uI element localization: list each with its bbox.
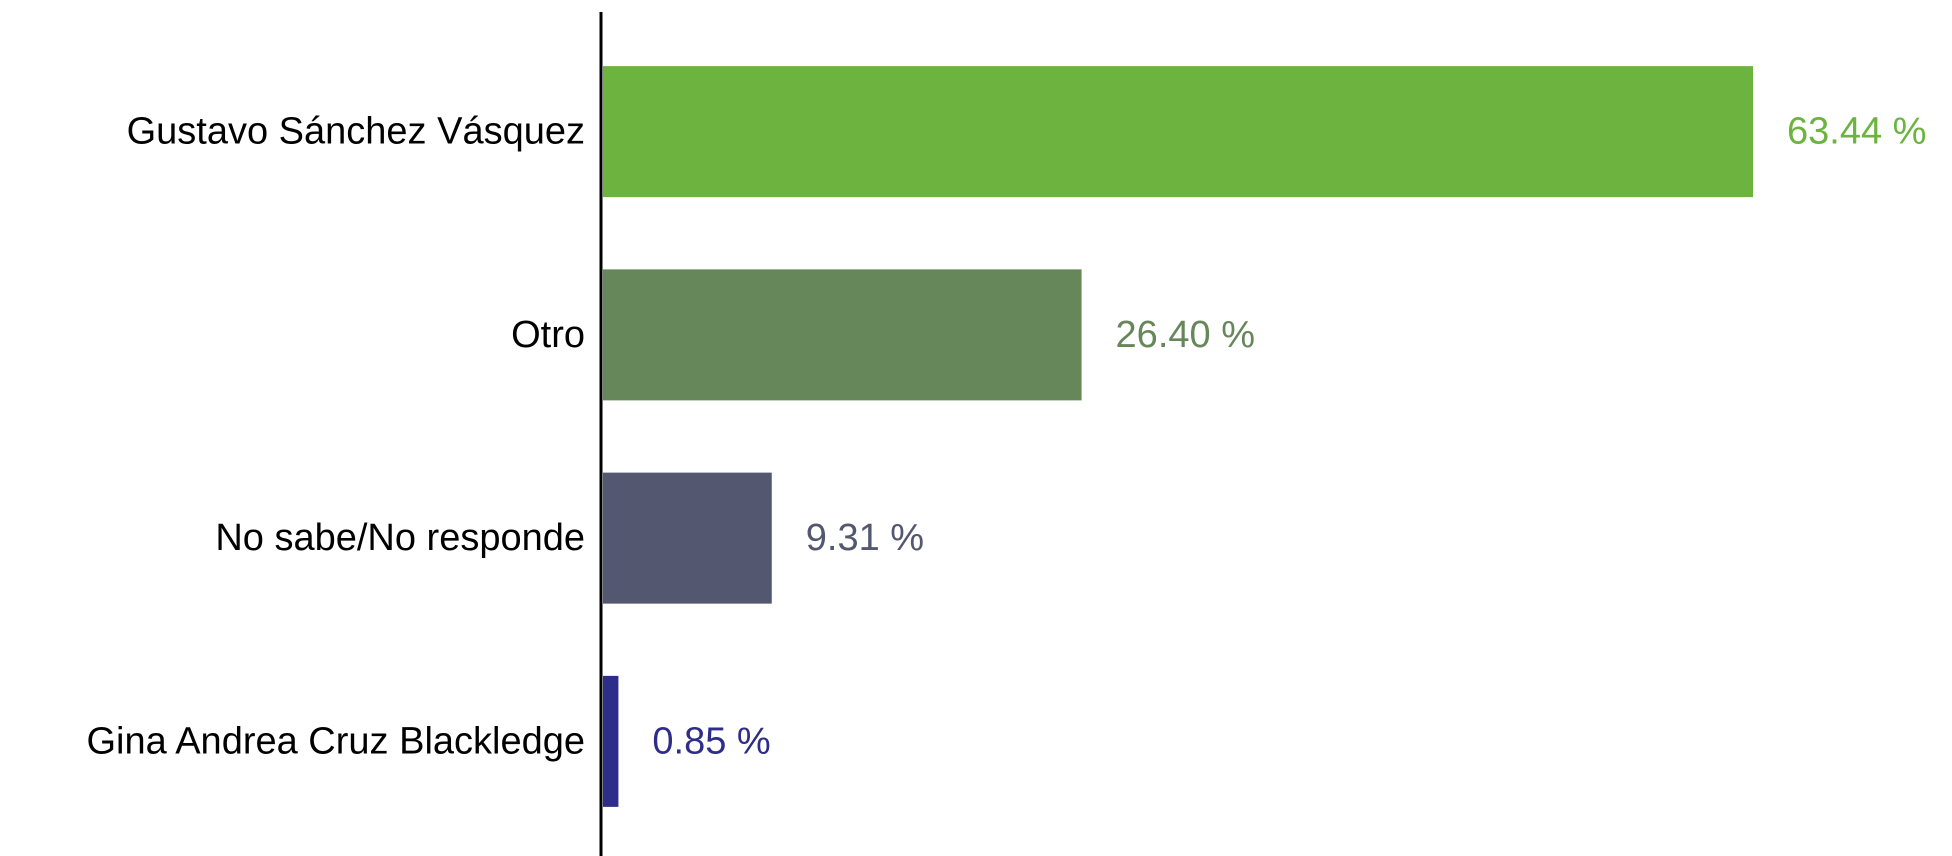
value-label: 63.44 %: [1787, 111, 1926, 153]
bar: [603, 472, 772, 604]
bar: [603, 675, 619, 807]
bar: [603, 66, 1753, 198]
bar: [603, 269, 1082, 401]
value-label: 0.85 %: [652, 720, 770, 762]
value-label: 26.40 %: [1116, 314, 1255, 356]
category-label: No sabe/No responde: [215, 517, 585, 559]
value-label: 9.31 %: [806, 517, 924, 559]
category-label: Otro: [511, 314, 585, 356]
category-label: Gustavo Sánchez Vásquez: [127, 111, 585, 153]
category-label: Gina Andrea Cruz Blackledge: [86, 720, 585, 762]
